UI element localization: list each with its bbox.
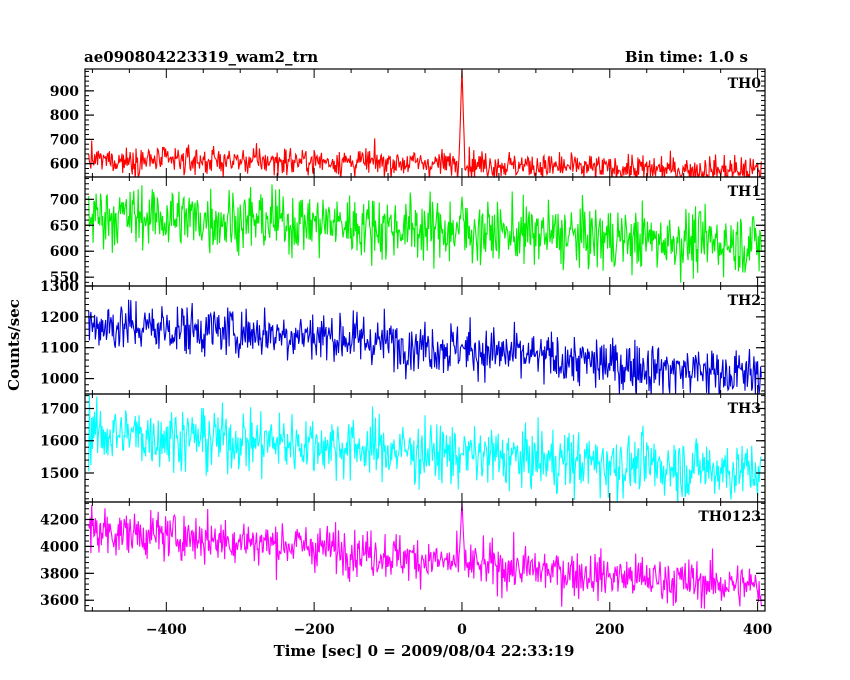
y-tick-label: 1500	[40, 466, 79, 482]
panel-label-th0: TH0	[728, 76, 762, 92]
y-tick-label: 1600	[40, 434, 79, 450]
panel-th2: 1000 1100 1200 1300 TH2	[40, 279, 766, 395]
y-tick-label: 550	[50, 270, 79, 286]
x-tick-label: 0	[457, 622, 467, 638]
y-tick-label: 1000	[40, 372, 79, 388]
panel-label-th0123: TH0123	[698, 509, 761, 525]
x-tick-label: −400	[146, 622, 187, 638]
series-th3	[88, 394, 762, 502]
y-tick-label: 1300	[40, 279, 79, 295]
series-th2	[88, 299, 762, 394]
y-tick-label: 3600	[40, 593, 79, 609]
panels-group: 600 700 800 900 TH0 550 600 650 700 TH1 1000 1100 12…	[40, 68, 766, 612]
panel-label-th3: TH3	[728, 401, 761, 417]
series-th0	[88, 69, 762, 177]
y-axis-label: Counts/sec	[5, 299, 23, 391]
bin-time-label: Bin time: 1.0 s	[625, 48, 748, 66]
y-tick-label: 650	[50, 218, 79, 234]
y-tick-label: 4200	[40, 512, 79, 528]
y-tick-label: 1100	[40, 341, 79, 357]
x-tick-label: −200	[294, 622, 335, 638]
x-axis-label: Time [sec] 0 = 2009/08/04 22:33:19	[274, 642, 575, 660]
panel-th3: 1500 1600 1700 TH3	[40, 393, 766, 503]
chart-title: ae090804223319_wam2_trn	[84, 48, 318, 66]
y-tick-label: 800	[50, 108, 79, 124]
y-tick-label: 700	[50, 132, 79, 148]
y-tick-label: 3800	[40, 566, 79, 582]
panel-label-th1: TH1	[728, 184, 761, 200]
panel-th0123: 3600 3800 4000 4200 TH0123	[40, 501, 766, 612]
panel-th0: 600 700 800 900 TH0	[50, 68, 766, 178]
panel-th1: 550 600 650 700 TH1	[50, 176, 766, 287]
y-tick-label: 900	[50, 84, 79, 100]
y-tick-label: 600	[50, 244, 79, 260]
y-tick-label: 1700	[40, 402, 79, 418]
series-th0123	[88, 502, 762, 609]
x-axis: −400 −200 0 200 400	[146, 622, 773, 638]
y-tick-label: 4000	[40, 539, 79, 555]
x-tick-label: 200	[595, 622, 624, 638]
series-th1	[88, 184, 762, 283]
y-tick-label: 700	[50, 192, 79, 208]
panel-label-th2: TH2	[728, 293, 761, 309]
y-tick-label: 1200	[40, 310, 79, 326]
y-tick-label: 600	[50, 157, 79, 173]
x-tick-label: 400	[743, 622, 772, 638]
